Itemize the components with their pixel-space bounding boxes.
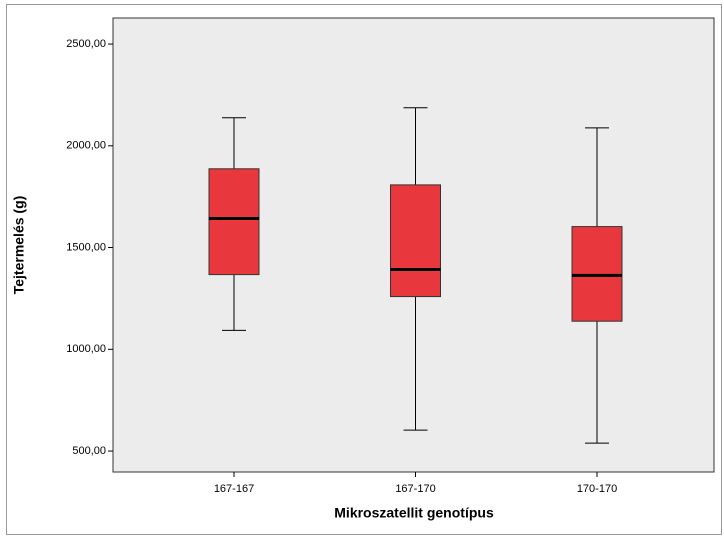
box [571, 226, 623, 322]
box [390, 184, 441, 298]
y-tick-label: 2000,00 [66, 140, 106, 152]
x-tick-label: 170-170 [577, 483, 617, 495]
y-tick-label: 1000,00 [66, 343, 106, 355]
x-axis-title: Mikroszatellit genotípus [334, 505, 494, 521]
y-tick-label: 1500,00 [66, 241, 106, 253]
x-tick-label: 167-167 [214, 483, 254, 495]
y-axis-title: Tejtermelés (g) [11, 196, 27, 295]
x-tick-label: 167-170 [395, 483, 435, 495]
box [208, 168, 260, 276]
y-tick-label: 500,00 [72, 445, 106, 457]
y-tick-label: 2500,00 [66, 38, 106, 50]
